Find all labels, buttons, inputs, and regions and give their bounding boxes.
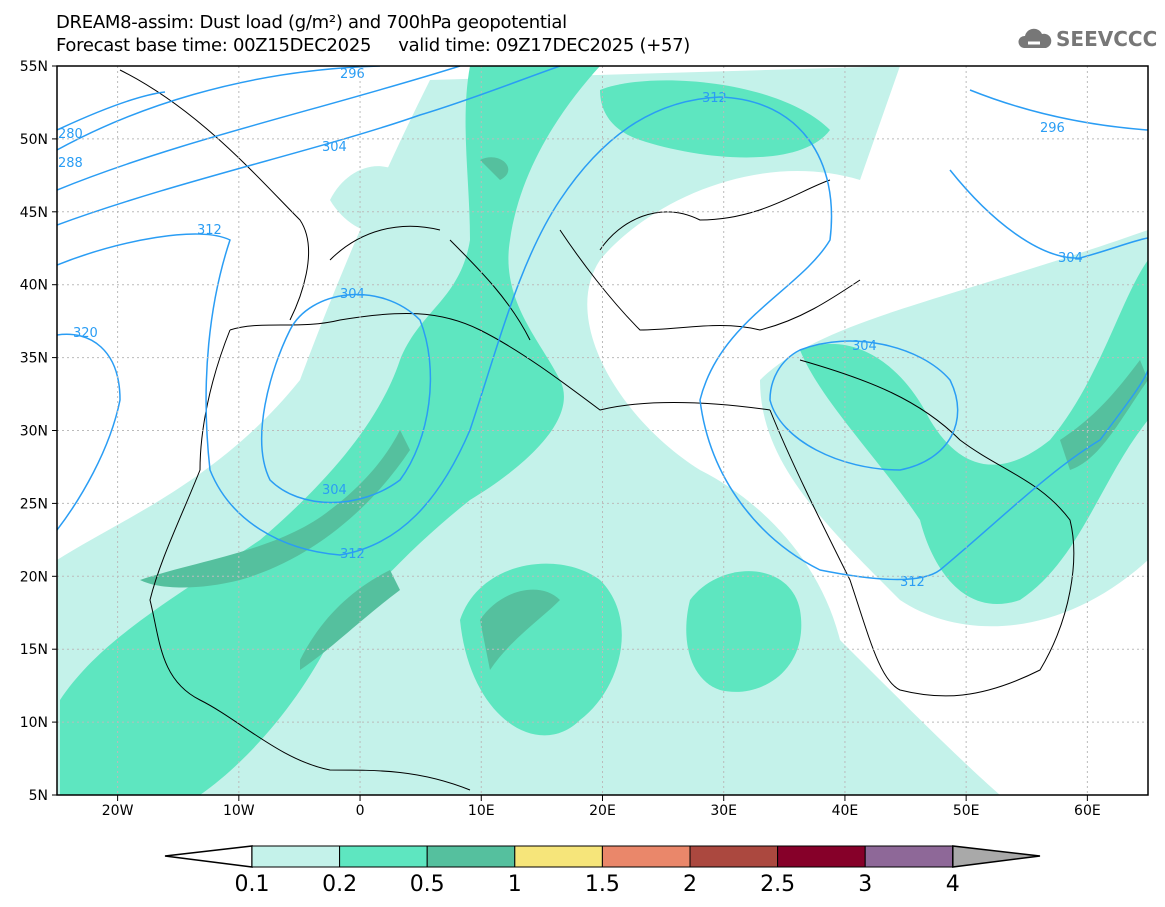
contour-labels: 296 304 280 288 312 320 304 304 312 312 … — [58, 67, 1083, 590]
dust-medium-area — [800, 260, 1148, 604]
contour-label: 296 — [340, 67, 365, 82]
lon-label: 30E — [710, 803, 737, 819]
colorbar-swatch — [689, 845, 779, 868]
contour-label: 320 — [73, 326, 98, 341]
colorbar-swatch — [777, 845, 866, 868]
lon-label: 60E — [1074, 803, 1101, 819]
dust-dark-area — [480, 157, 509, 180]
colorbar-label: 2 — [683, 872, 697, 897]
contour-label: 304 — [1058, 251, 1083, 266]
contour-label: 304 — [340, 287, 365, 302]
lat-label: 15N — [20, 642, 48, 658]
lon-label: 20W — [102, 803, 134, 819]
colorbar-over-arrow — [952, 845, 1041, 868]
lon-label: 40E — [832, 803, 859, 819]
lat-label: 30N — [20, 424, 48, 440]
colorbar-label: 1.5 — [584, 872, 620, 897]
colorbar-swatch — [426, 845, 516, 868]
lon-label: 50E — [953, 803, 980, 819]
dust-medium-area — [60, 66, 600, 795]
lat-label: 40N — [20, 278, 48, 294]
dust-dark-area — [140, 430, 410, 588]
colorbar-label: 1 — [507, 872, 522, 897]
lat-label: 50N — [20, 132, 48, 148]
contour-label: 312 — [340, 547, 365, 562]
lat-label: 45N — [20, 205, 48, 221]
contour-label: 280 — [58, 127, 83, 142]
contour-label: 304 — [322, 483, 347, 498]
cloud-icon — [1018, 28, 1052, 48]
seevccc-logo: SEEVCCC — [1018, 27, 1157, 51]
contour-label: 312 — [702, 91, 727, 106]
colorbar — [164, 845, 1041, 868]
colorbar-label: 3 — [858, 872, 873, 897]
lon-label: 20E — [589, 803, 616, 819]
lat-label: 20N — [20, 569, 48, 585]
colorbar-label: 0.2 — [322, 872, 358, 897]
contour-label: 312 — [900, 575, 925, 590]
lat-label: 10N — [20, 715, 48, 731]
colorbar-swatch — [251, 845, 341, 868]
dust-medium-area — [600, 80, 830, 158]
lat-label: 35N — [20, 351, 48, 367]
colorbar-swatch — [864, 845, 954, 868]
dust-dark-area — [300, 570, 400, 670]
chart-title: DREAM8-assim: Dust load (g/m²) and 700hP… — [56, 12, 567, 33]
colorbar-label: 0.1 — [234, 872, 270, 897]
colorbar-label: 2.5 — [760, 872, 796, 897]
grid-lines — [57, 66, 1148, 795]
lon-label: 10W — [223, 803, 255, 819]
colorbar-label: 4 — [945, 872, 960, 897]
dust-dark-area — [1060, 360, 1148, 470]
colorbar-swatch — [514, 845, 603, 868]
colorbar-swatch — [601, 845, 691, 868]
contour-label: 304 — [322, 140, 347, 155]
lat-label: 55N — [20, 59, 48, 75]
logo-text: SEEVCCC — [1056, 27, 1158, 51]
lat-label: 25N — [20, 496, 48, 512]
dust-medium-area — [686, 571, 802, 692]
lon-label: 0 — [356, 803, 365, 819]
lat-axis: 55N 50N 45N 40N 35N 30N 25N 20N 15N 10N 5N — [20, 59, 57, 804]
colorbar-label: 0.5 — [409, 872, 445, 897]
lon-axis: 20W 10W 0 10E 20E 30E 40E 50E 60E — [102, 795, 1101, 819]
contour-label: 312 — [197, 223, 222, 238]
dust-dark-area — [480, 589, 560, 670]
chart-subtitle: Forecast base time: 00Z15DEC2025 valid t… — [56, 35, 691, 56]
coastlines — [119, 69, 1075, 791]
lat-label: 5N — [29, 788, 48, 804]
geopotential-contours — [57, 66, 1148, 581]
dust-light-area — [330, 166, 420, 234]
colorbar-swatch — [339, 845, 428, 868]
lon-label: 10E — [468, 803, 495, 819]
contour-label: 288 — [58, 156, 83, 171]
colorbar-under-arrow — [164, 845, 253, 868]
contour-label: 304 — [852, 339, 877, 354]
contour-label: 296 — [1040, 121, 1065, 136]
